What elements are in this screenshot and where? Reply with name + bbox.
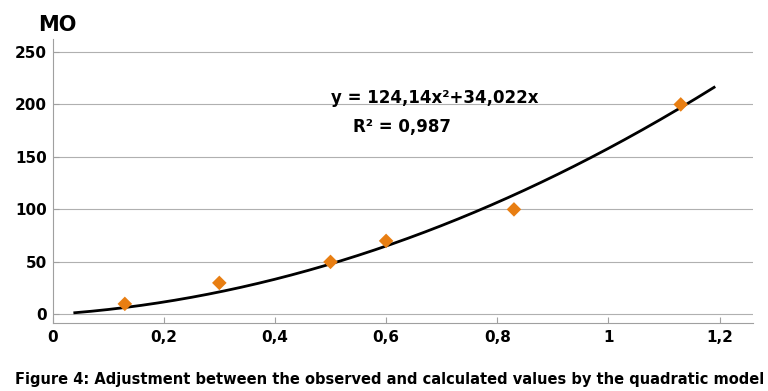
Text: y = 124,14x²+34,022x: y = 124,14x²+34,022x: [330, 89, 538, 107]
Text: Figure 4: Adjustment between the observed and calculated values by the quadratic: Figure 4: Adjustment between the observe…: [15, 372, 765, 387]
Point: [508, 206, 520, 213]
Point: [214, 280, 226, 286]
Text: R² = 0,987: R² = 0,987: [353, 118, 451, 136]
Point: [380, 238, 392, 244]
Point: [674, 101, 687, 108]
Text: MO: MO: [38, 15, 77, 35]
Point: [119, 301, 131, 307]
Point: [324, 259, 336, 265]
